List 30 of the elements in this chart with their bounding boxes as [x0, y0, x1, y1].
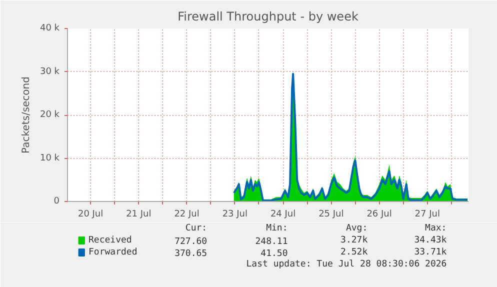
text: 33.71k [414, 248, 448, 258]
x-tick-label: 20 Jul [78, 210, 104, 220]
x-tick-label: 25 Jul [318, 210, 344, 220]
chart-title: Firewall Throughput - by week [178, 10, 358, 24]
x-tick-label: 24 Jul [270, 210, 296, 220]
text: 248.11 [255, 237, 288, 247]
y-axis-title: Packets/second [20, 76, 32, 154]
x-tick-label: 21 Jul [126, 210, 152, 220]
text: Last update: Tue Jul 28 08:30:06 2026 [246, 260, 447, 270]
x-tick-label: 22 Jul [174, 210, 200, 220]
legend-label: Forwarded [88, 248, 138, 258]
text: 34.43k [414, 236, 448, 246]
x-tick-label: 26 Jul [366, 210, 392, 220]
text: 41.50 [260, 249, 288, 259]
text: Max: [425, 224, 447, 234]
y-tick-label: 10 k [40, 153, 60, 164]
text: 3.27k [340, 236, 368, 246]
legend-label: Received [88, 236, 132, 246]
y-tick-label: 30 k [40, 66, 60, 77]
x-tick-label: 23 Jul [222, 210, 248, 220]
text: 370.65 [174, 249, 208, 259]
text: Cur: [185, 224, 208, 234]
text: 727.60 [174, 237, 208, 247]
y-tick-label: 40 k [40, 24, 60, 34]
text: Min: [266, 224, 288, 234]
x-tick-label: 27 Jul [414, 210, 440, 220]
text: Avg: [346, 224, 368, 234]
y-tick-label: 0 [54, 196, 60, 206]
text: 2.52k [340, 248, 368, 258]
y-tick-label: 20 k [40, 110, 60, 120]
